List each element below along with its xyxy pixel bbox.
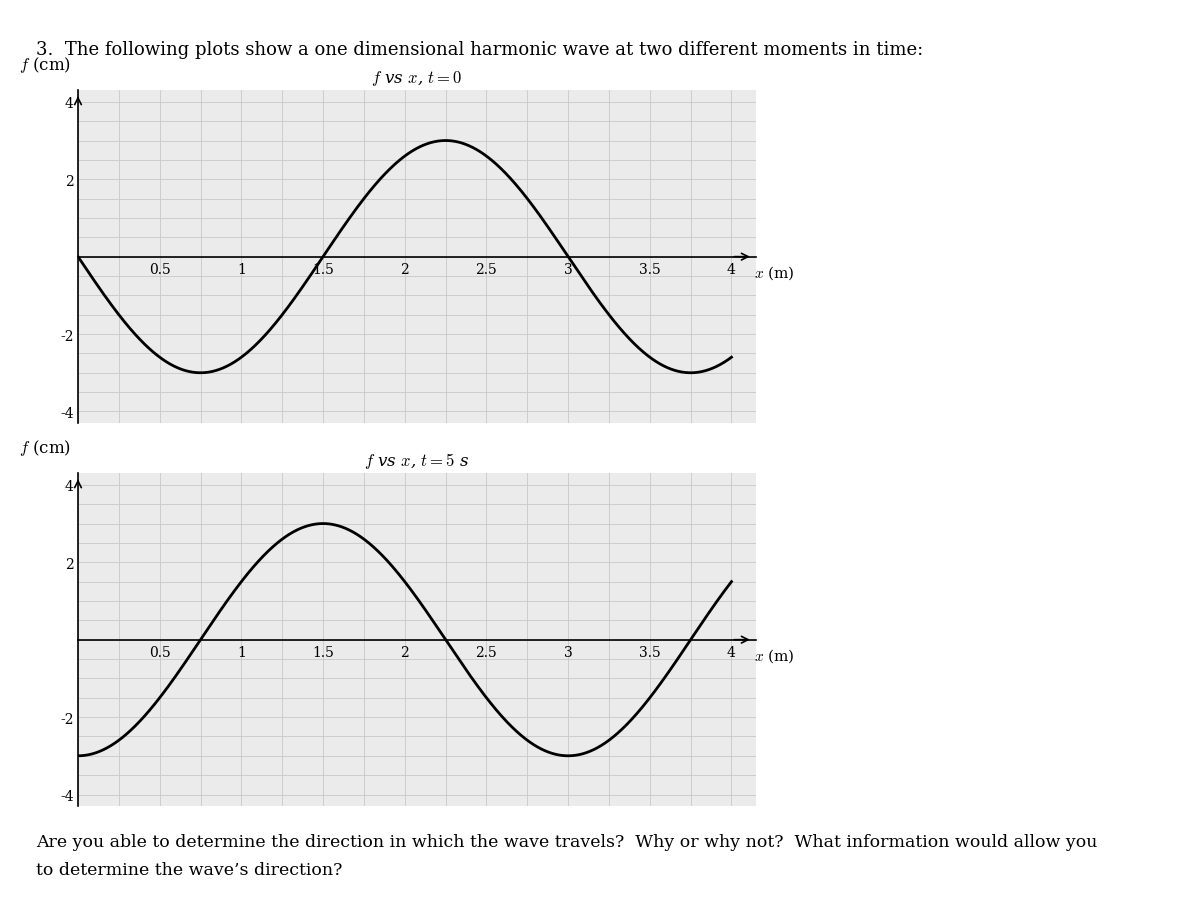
Title: $f$ vs $x$, $t = 0$: $f$ vs $x$, $t = 0$ xyxy=(372,69,462,87)
Text: to determine the wave’s direction?: to determine the wave’s direction? xyxy=(36,861,342,878)
Text: $f$ (cm): $f$ (cm) xyxy=(19,55,71,75)
Text: $x$ (m): $x$ (m) xyxy=(755,264,796,282)
Text: $x$ (m): $x$ (m) xyxy=(755,647,796,665)
Text: 3.  The following plots show a one dimensional harmonic wave at two different mo: 3. The following plots show a one dimens… xyxy=(36,41,923,59)
Text: $f$ (cm): $f$ (cm) xyxy=(19,437,71,457)
Text: Are you able to determine the direction in which the wave travels?  Why or why n: Are you able to determine the direction … xyxy=(36,834,1097,851)
Title: $f$ vs $x$, $t = 5$ s: $f$ vs $x$, $t = 5$ s xyxy=(365,450,469,470)
